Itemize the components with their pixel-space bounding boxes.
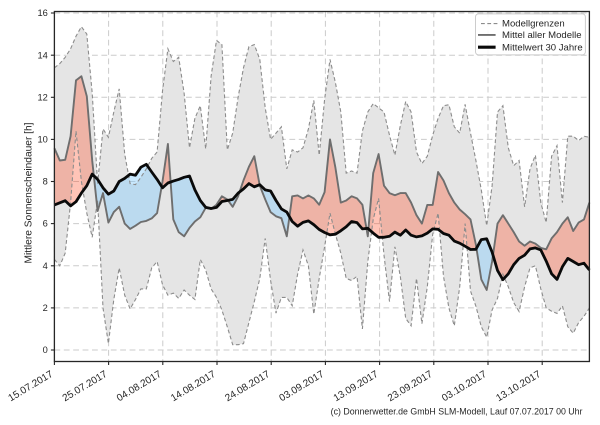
svg-text:Mittelwert 30 Jahre: Mittelwert 30 Jahre: [502, 43, 583, 54]
svg-text:Mittlere Sonnenscheindauer [h]: Mittlere Sonnenscheindauer [h]: [24, 122, 35, 263]
svg-text:4: 4: [43, 261, 48, 271]
svg-text:12: 12: [37, 92, 47, 102]
svg-text:6: 6: [43, 219, 48, 229]
svg-text:Modellgrenzen: Modellgrenzen: [502, 18, 565, 29]
svg-text:10: 10: [37, 135, 47, 145]
svg-text:(c) Donnerwetter.de GmbH SLM-M: (c) Donnerwetter.de GmbH SLM-Modell, Lau…: [331, 407, 583, 417]
svg-text:14: 14: [37, 50, 47, 60]
svg-text:Mittel aller Modelle: Mittel aller Modelle: [502, 30, 582, 41]
svg-text:16: 16: [37, 8, 47, 18]
svg-text:0: 0: [43, 345, 48, 355]
svg-text:8: 8: [43, 177, 48, 187]
svg-text:2: 2: [43, 303, 48, 313]
